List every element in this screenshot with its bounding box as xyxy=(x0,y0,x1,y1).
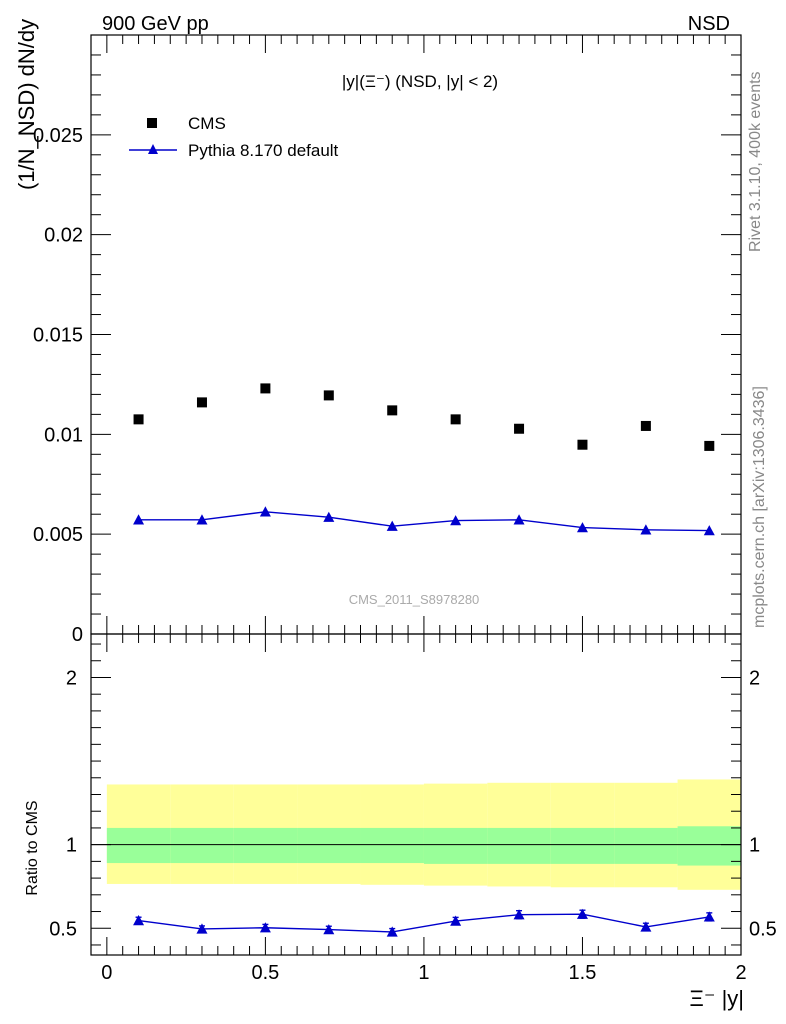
pythia-data-point xyxy=(133,514,145,525)
ratio-plot-content xyxy=(91,779,741,937)
stat-uncertainty-band xyxy=(297,827,361,864)
ratio-x-tick-label: 2 xyxy=(735,962,746,984)
cms-data-point xyxy=(133,414,144,425)
pythia-data-point xyxy=(703,525,715,536)
pythia-data-point xyxy=(386,520,398,531)
stat-uncertainty-band xyxy=(360,827,424,864)
ratio-data-point xyxy=(259,922,271,933)
main-y-tick-label: 0.01 xyxy=(44,424,83,446)
pythia-data-point xyxy=(640,524,652,535)
ratio-data-point xyxy=(513,909,525,920)
pythia-line xyxy=(138,511,710,532)
ratio-x-tick-label: 1 xyxy=(418,962,429,984)
ratio-data-point xyxy=(576,908,588,919)
legend-pythia-marker xyxy=(148,144,158,154)
cms-data-point xyxy=(260,383,271,394)
main-plot-content xyxy=(133,383,715,536)
ratio-right-tick-label: 0.5 xyxy=(749,918,777,940)
cms-data-point xyxy=(323,390,334,401)
ratio-right-tick-label: 2 xyxy=(749,667,760,689)
pythia-data-point xyxy=(323,511,335,522)
main-y-tick-label: 0.02 xyxy=(44,225,83,247)
main-plot-title: |y|(Ξ⁻) (NSD, |y| < 2) xyxy=(342,72,498,91)
stat-uncertainty-band xyxy=(233,827,298,864)
ratio-x-tick-label: 1.5 xyxy=(569,962,597,984)
ratio-data-point xyxy=(133,915,145,926)
stat-uncertainty-band xyxy=(487,827,551,864)
ratio-data-point xyxy=(323,924,335,935)
pythia-data-point xyxy=(259,506,271,517)
stat-uncertainty-band xyxy=(550,827,615,864)
legend-pythia-label: Pythia 8.170 default xyxy=(188,141,339,160)
mcplots-source-label: mcplots.cern.ch [arXiv:1306.3436] xyxy=(751,386,768,628)
ratio-y-tick-label: 2 xyxy=(66,667,77,689)
ratio-data-point xyxy=(640,921,652,932)
cms-data-point xyxy=(577,439,588,450)
ratio-y-tick-label: 1 xyxy=(66,835,77,857)
ratio-y-tick-label: 0.5 xyxy=(49,918,77,940)
stat-uncertainty-band xyxy=(677,826,741,866)
analysis-watermark: CMS_2011_S8978280 xyxy=(349,592,480,607)
cms-data-point xyxy=(704,440,715,451)
rivet-version-label: Rivet 3.1.10, 400k events xyxy=(747,71,764,252)
ratio-pythia-line xyxy=(138,913,710,933)
stat-uncertainty-band xyxy=(614,827,678,864)
main-y-tick-label: 0.005 xyxy=(33,524,83,546)
legend: CMS Pythia 8.170 default xyxy=(129,114,339,160)
cms-data-point xyxy=(640,420,651,431)
cms-data-point xyxy=(196,397,207,408)
main-y-tick-label: 0 xyxy=(72,624,83,646)
main-panel: 0 0.005 0.01 0.015 0.02 0.025 |y|(Ξ⁻) (N… xyxy=(14,19,742,646)
pythia-data-point xyxy=(450,515,462,526)
pythia-data-point xyxy=(196,514,208,525)
ratio-data-point xyxy=(386,926,398,937)
x-axis-label: Ξ⁻ |y| xyxy=(690,986,744,1011)
ratio-axis-ticks xyxy=(91,634,742,955)
ratio-x-tick-label: 0.5 xyxy=(251,962,279,984)
pythia-data-point xyxy=(513,514,525,525)
main-y-tick-label: 0.025 xyxy=(33,125,83,147)
main-y-tick-labels: 0 0.005 0.01 0.015 0.02 0.025 xyxy=(33,125,83,646)
main-y-axis-label: (1/N_NSD) dN/dy xyxy=(14,19,39,190)
header-collision-label: 900 GeV pp xyxy=(102,13,209,35)
legend-cms-label: CMS xyxy=(188,114,226,133)
ratio-data-point xyxy=(703,911,715,922)
ratio-data-point xyxy=(450,915,462,926)
legend-cms-marker xyxy=(147,118,157,128)
ratio-y-axis-label: Ratio to CMS xyxy=(24,800,41,895)
ratio-right-tick-label: 1 xyxy=(749,835,760,857)
cms-data-point xyxy=(514,423,525,434)
cms-data-point xyxy=(450,414,461,425)
ratio-data-point xyxy=(196,923,208,934)
pythia-data-point xyxy=(576,522,588,533)
header-process-label: NSD xyxy=(688,13,730,35)
stat-uncertainty-band xyxy=(106,827,171,864)
stat-uncertainty-band xyxy=(423,827,488,864)
cms-data-point xyxy=(387,405,398,416)
ratio-panel: 0.5 1 2 0.5 1 2 0 0.5 1 1.5 2 Ratio to C… xyxy=(24,633,777,1011)
main-y-tick-label: 0.015 xyxy=(33,325,83,347)
ratio-x-tick-label: 0 xyxy=(101,962,112,984)
stat-uncertainty-band xyxy=(170,827,234,864)
